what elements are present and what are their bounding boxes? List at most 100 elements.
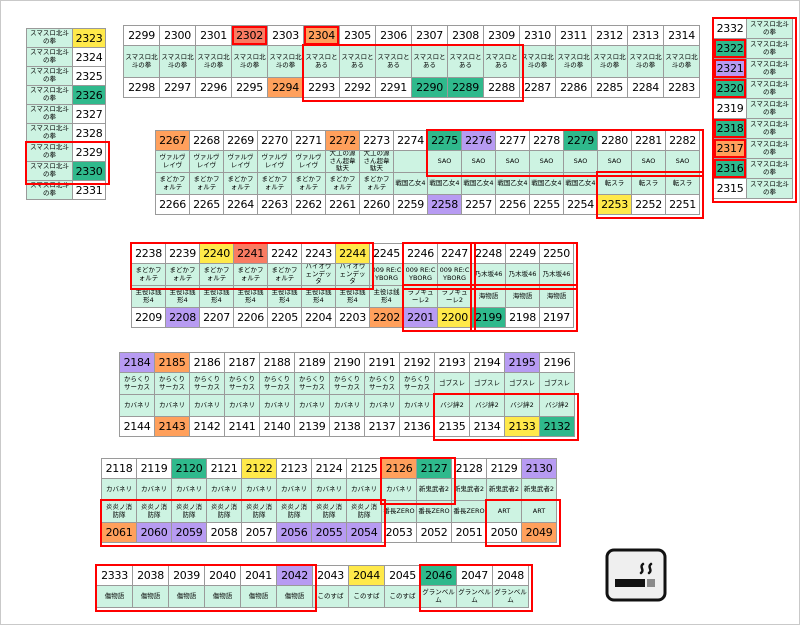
machine-number-cell-2052[interactable]: 2052 (417, 523, 452, 543)
machine-number-cell-2207[interactable]: 2207 (200, 308, 234, 328)
machine-number-cell-2300[interactable]: 2300 (160, 26, 196, 46)
machine-number-cell-2320[interactable]: 2320 (714, 79, 747, 99)
machine-number-cell-2184[interactable]: 2184 (120, 353, 155, 373)
machine-number-cell-2332[interactable]: 2332 (714, 19, 747, 39)
machine-number-cell-2038[interactable]: 2038 (133, 566, 169, 586)
machine-number-cell-2282[interactable]: 2282 (666, 131, 700, 151)
machine-number-cell-2050[interactable]: 2050 (487, 523, 522, 543)
machine-number-cell-2049[interactable]: 2049 (522, 523, 557, 543)
machine-number-cell-2127[interactable]: 2127 (417, 459, 452, 479)
machine-number-cell-2053[interactable]: 2053 (382, 523, 417, 543)
machine-number-cell-2055[interactable]: 2055 (312, 523, 347, 543)
machine-number-cell-2271[interactable]: 2271 (292, 131, 326, 151)
machine-number-cell-2288[interactable]: 2288 (484, 78, 520, 98)
machine-number-cell-2311[interactable]: 2311 (556, 26, 592, 46)
machine-number-cell-2260[interactable]: 2260 (360, 195, 394, 215)
machine-number-cell-2251[interactable]: 2251 (666, 195, 700, 215)
machine-number-cell-2333[interactable]: 2333 (97, 566, 133, 586)
machine-number-cell-2290[interactable]: 2290 (412, 78, 448, 98)
machine-number-cell-2331[interactable]: 2331 (73, 181, 106, 200)
machine-number-cell-2247[interactable]: 2247 (438, 244, 472, 264)
machine-number-cell-2141[interactable]: 2141 (225, 417, 260, 437)
machine-number-cell-2315[interactable]: 2315 (714, 179, 747, 199)
machine-number-cell-2284[interactable]: 2284 (628, 78, 664, 98)
machine-number-cell-2241[interactable]: 2241 (234, 244, 268, 264)
machine-number-cell-2254[interactable]: 2254 (564, 195, 598, 215)
machine-number-cell-2304[interactable]: 2304 (304, 26, 340, 46)
machine-number-cell-2278[interactable]: 2278 (530, 131, 564, 151)
machine-number-cell-2316[interactable]: 2316 (714, 159, 747, 179)
machine-number-cell-2297[interactable]: 2297 (160, 78, 196, 98)
machine-number-cell-2294[interactable]: 2294 (268, 78, 304, 98)
machine-number-cell-2193[interactable]: 2193 (435, 353, 470, 373)
machine-number-cell-2257[interactable]: 2257 (462, 195, 496, 215)
machine-number-cell-2272[interactable]: 2272 (326, 131, 360, 151)
machine-number-cell-2239[interactable]: 2239 (166, 244, 200, 264)
machine-number-cell-2195[interactable]: 2195 (505, 353, 540, 373)
machine-number-cell-2277[interactable]: 2277 (496, 131, 530, 151)
machine-number-cell-2133[interactable]: 2133 (505, 417, 540, 437)
machine-number-cell-2298[interactable]: 2298 (124, 78, 160, 98)
machine-number-cell-2190[interactable]: 2190 (330, 353, 365, 373)
machine-number-cell-2144[interactable]: 2144 (120, 417, 155, 437)
machine-number-cell-2140[interactable]: 2140 (260, 417, 295, 437)
machine-number-cell-2044[interactable]: 2044 (349, 566, 385, 586)
machine-number-cell-2242[interactable]: 2242 (268, 244, 302, 264)
machine-number-cell-2303[interactable]: 2303 (268, 26, 304, 46)
machine-number-cell-2128[interactable]: 2128 (452, 459, 487, 479)
machine-number-cell-2286[interactable]: 2286 (556, 78, 592, 98)
machine-number-cell-2325[interactable]: 2325 (73, 67, 106, 86)
machine-number-cell-2329[interactable]: 2329 (73, 143, 106, 162)
machine-number-cell-2255[interactable]: 2255 (530, 195, 564, 215)
machine-number-cell-2205[interactable]: 2205 (268, 308, 302, 328)
machine-number-cell-2324[interactable]: 2324 (73, 48, 106, 67)
machine-number-cell-2056[interactable]: 2056 (277, 523, 312, 543)
machine-number-cell-2138[interactable]: 2138 (330, 417, 365, 437)
machine-number-cell-2302[interactable]: 2302 (232, 26, 268, 46)
machine-number-cell-2209[interactable]: 2209 (132, 308, 166, 328)
machine-number-cell-2326[interactable]: 2326 (73, 86, 106, 105)
machine-number-cell-2043[interactable]: 2043 (313, 566, 349, 586)
machine-number-cell-2264[interactable]: 2264 (224, 195, 258, 215)
machine-number-cell-2041[interactable]: 2041 (241, 566, 277, 586)
machine-number-cell-2120[interactable]: 2120 (172, 459, 207, 479)
machine-number-cell-2119[interactable]: 2119 (137, 459, 172, 479)
machine-number-cell-2308[interactable]: 2308 (448, 26, 484, 46)
machine-number-cell-2118[interactable]: 2118 (102, 459, 137, 479)
machine-number-cell-2301[interactable]: 2301 (196, 26, 232, 46)
machine-number-cell-2306[interactable]: 2306 (376, 26, 412, 46)
machine-number-cell-2130[interactable]: 2130 (522, 459, 557, 479)
machine-number-cell-2124[interactable]: 2124 (312, 459, 347, 479)
machine-number-cell-2283[interactable]: 2283 (664, 78, 700, 98)
machine-number-cell-2054[interactable]: 2054 (347, 523, 382, 543)
machine-number-cell-2281[interactable]: 2281 (632, 131, 666, 151)
machine-number-cell-2266[interactable]: 2266 (156, 195, 190, 215)
machine-number-cell-2204[interactable]: 2204 (302, 308, 336, 328)
machine-number-cell-2268[interactable]: 2268 (190, 131, 224, 151)
machine-number-cell-2323[interactable]: 2323 (73, 29, 106, 48)
machine-number-cell-2137[interactable]: 2137 (365, 417, 400, 437)
machine-number-cell-2256[interactable]: 2256 (496, 195, 530, 215)
machine-number-cell-2250[interactable]: 2250 (540, 244, 574, 264)
machine-number-cell-2328[interactable]: 2328 (73, 124, 106, 143)
machine-number-cell-2276[interactable]: 2276 (462, 131, 496, 151)
machine-number-cell-2191[interactable]: 2191 (365, 353, 400, 373)
machine-number-cell-2203[interactable]: 2203 (336, 308, 370, 328)
machine-number-cell-2123[interactable]: 2123 (277, 459, 312, 479)
machine-number-cell-2126[interactable]: 2126 (382, 459, 417, 479)
machine-number-cell-2125[interactable]: 2125 (347, 459, 382, 479)
machine-number-cell-2317[interactable]: 2317 (714, 139, 747, 159)
machine-number-cell-2058[interactable]: 2058 (207, 523, 242, 543)
machine-number-cell-2267[interactable]: 2267 (156, 131, 190, 151)
machine-number-cell-2200[interactable]: 2200 (438, 308, 472, 328)
machine-number-cell-2046[interactable]: 2046 (421, 566, 457, 586)
machine-number-cell-2285[interactable]: 2285 (592, 78, 628, 98)
machine-number-cell-2292[interactable]: 2292 (340, 78, 376, 98)
machine-number-cell-2198[interactable]: 2198 (506, 308, 540, 328)
machine-number-cell-2039[interactable]: 2039 (169, 566, 205, 586)
machine-number-cell-2269[interactable]: 2269 (224, 131, 258, 151)
machine-number-cell-2243[interactable]: 2243 (302, 244, 336, 264)
machine-number-cell-2240[interactable]: 2240 (200, 244, 234, 264)
machine-number-cell-2189[interactable]: 2189 (295, 353, 330, 373)
machine-number-cell-2238[interactable]: 2238 (132, 244, 166, 264)
